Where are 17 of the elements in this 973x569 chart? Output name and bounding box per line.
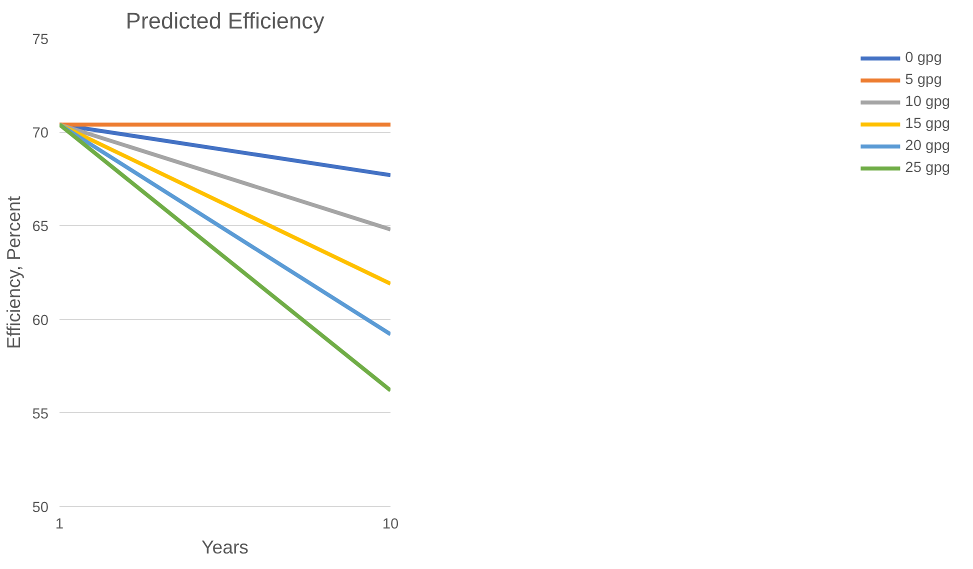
legend-label: 10 gpg <box>905 94 950 110</box>
legend-label: 5 gpg <box>905 72 942 88</box>
legend-label: 20 gpg <box>905 138 950 154</box>
chart-title: Predicted Efficiency <box>126 8 325 34</box>
legend-label: 15 gpg <box>905 116 950 132</box>
x-tick-label: 1 <box>55 516 64 532</box>
x-axis-title: Years <box>201 536 249 558</box>
y-axis-title: Efficiency, Percent <box>3 195 24 349</box>
y-tick-label: 60 <box>32 312 49 329</box>
x-tick-label: 10 <box>382 516 399 532</box>
y-tick-label: 50 <box>32 500 49 516</box>
y-tick-label: 75 <box>32 32 49 48</box>
y-tick-label: 65 <box>32 219 49 236</box>
legend-label: 0 gpg <box>905 50 942 66</box>
y-tick-label: 70 <box>32 126 49 142</box>
y-tick-label: 55 <box>32 406 49 422</box>
legend-label: 25 gpg <box>905 160 950 176</box>
